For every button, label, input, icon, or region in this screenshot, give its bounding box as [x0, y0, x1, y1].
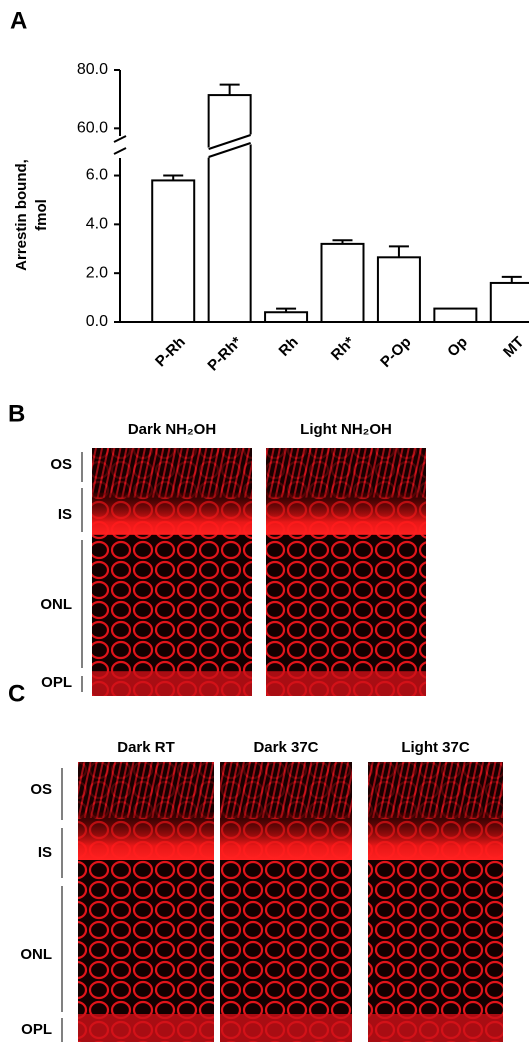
micrograph-os: [368, 762, 503, 818]
micrograph-is: [368, 812, 503, 860]
micrograph-os: [78, 762, 214, 818]
image-title: Dark NH₂OH: [128, 421, 216, 438]
bar: [151, 179, 196, 323]
y-axis-label: fmol: [33, 199, 50, 231]
layer-label: ONL: [20, 946, 52, 963]
layer-label: OS: [30, 781, 52, 798]
layer-label: IS: [58, 506, 72, 523]
layer-label: OPL: [21, 1021, 52, 1038]
bar: [376, 256, 421, 324]
bar-break: [208, 134, 251, 150]
micrograph-opl: [266, 671, 426, 696]
micrograph-is: [266, 492, 426, 535]
bar: [264, 311, 309, 323]
panel-label: C: [8, 680, 25, 707]
micrograph-is: [92, 492, 252, 535]
micrograph-os: [266, 448, 426, 498]
x-tick-label: P-Rh*: [204, 334, 245, 375]
bar: [433, 307, 478, 323]
layer-label: IS: [38, 844, 52, 861]
panel-label: B: [8, 400, 25, 427]
bar: [320, 242, 365, 323]
micrograph-is: [220, 812, 352, 860]
micrograph-opl: [220, 1014, 352, 1042]
y-tick-label: 6.0: [86, 167, 108, 184]
layer-label: ONL: [40, 596, 72, 613]
x-tick-label: Rh: [276, 334, 302, 360]
image-panels: B Dark NH₂OH Light NH₂OH OS IS ONL OPL C Dark RT…: [8, 400, 503, 1042]
layer-label: OS: [50, 456, 72, 473]
x-tick-label: MT: [500, 334, 527, 361]
image-title: Dark RT: [117, 739, 175, 756]
micrograph-opl: [368, 1014, 503, 1042]
bar: [489, 281, 529, 323]
y-tick-label: 0.0: [86, 313, 108, 330]
panel-label: A: [10, 7, 27, 34]
micrograph-opl: [92, 671, 252, 696]
micrograph-is: [78, 812, 214, 860]
y-tick-label: 60.0: [77, 120, 108, 137]
micrograph-opl: [78, 1014, 214, 1042]
layer-label: OPL: [41, 674, 72, 691]
image-title: Light NH₂OH: [300, 421, 392, 438]
y-tick-label: 80.0: [77, 61, 108, 78]
x-tick-label: Rh*: [328, 334, 358, 364]
axis-break: [113, 135, 127, 143]
bar-break: [208, 142, 251, 158]
y-tick-label: 2.0: [86, 264, 108, 281]
micrograph-os: [92, 448, 252, 498]
y-tick-label: 4.0: [86, 216, 108, 233]
x-tick-label: P-Op: [377, 334, 414, 371]
x-tick-label: Op: [444, 334, 471, 361]
axis-break: [113, 147, 127, 155]
bar: [207, 94, 252, 324]
image-title: Light 37C: [401, 739, 470, 756]
micrograph-os: [220, 762, 352, 818]
y-axis-label: Arrestin bound,: [13, 159, 30, 271]
bar-break: [206, 134, 253, 158]
image-title: Dark 37C: [253, 739, 318, 756]
x-tick-label: P-Rh: [152, 334, 189, 371]
